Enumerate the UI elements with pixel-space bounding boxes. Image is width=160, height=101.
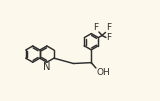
Text: F: F — [93, 23, 99, 32]
Text: OH: OH — [96, 68, 110, 77]
Text: N: N — [43, 62, 51, 72]
Text: F: F — [106, 33, 111, 42]
Text: F: F — [106, 23, 111, 32]
